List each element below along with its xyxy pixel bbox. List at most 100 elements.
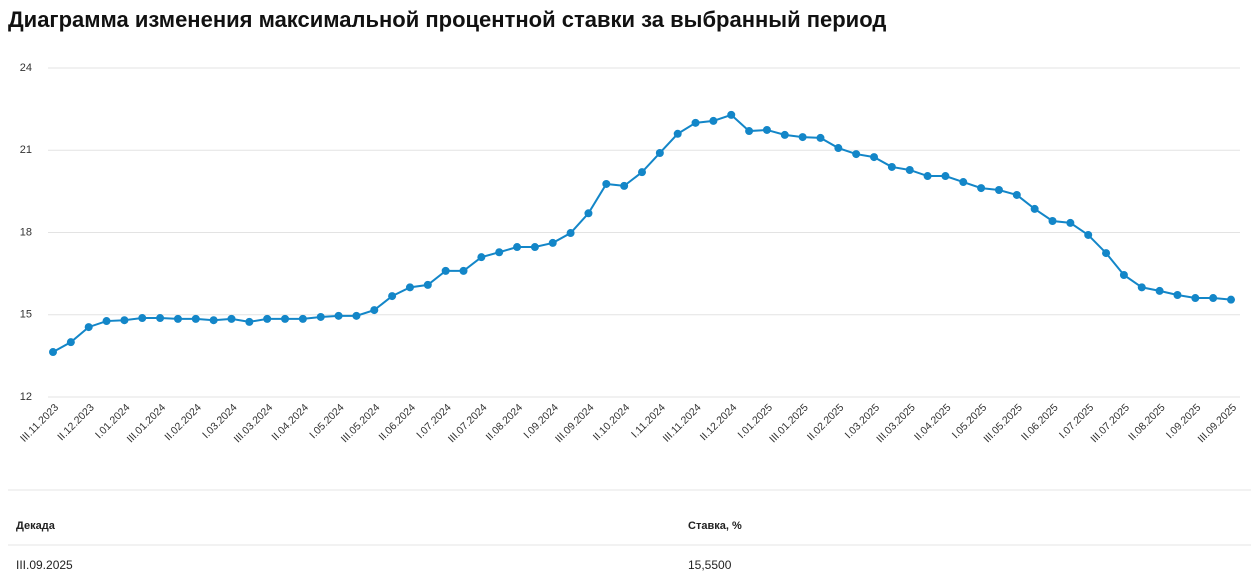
x-tick-label: III.07.2025 [1088,401,1132,445]
point [495,248,504,257]
point [1191,294,1200,303]
y-tick-label: 15 [20,309,32,321]
point [1119,270,1128,279]
point [887,162,896,171]
point [84,323,93,332]
point [673,129,682,138]
point [566,229,575,238]
x-tick-label: II.02.2024 [162,401,204,443]
point [1012,190,1021,199]
point [298,314,307,323]
point [352,311,361,320]
point [138,314,147,323]
point [477,253,486,262]
point [959,178,968,187]
point [281,314,290,323]
point [334,311,343,320]
table-cell: 15,5500 [688,558,732,572]
point [1030,204,1039,213]
point [120,316,129,325]
point [762,125,771,134]
point [691,118,700,127]
point [1048,216,1057,225]
point [780,130,789,139]
point [834,144,843,153]
x-tick-label: III.07.2024 [446,401,490,445]
point [941,172,950,181]
y-tick-label: 12 [20,391,32,403]
point [1155,286,1164,295]
y-tick-label: 18 [20,226,32,238]
x-tick-label: II.04.2025 [912,401,954,443]
point [227,314,236,323]
point [263,314,272,323]
chart-title: Диаграмма изменения максимальной процент… [8,7,886,32]
point [459,266,468,275]
point [66,338,75,347]
point [1066,218,1075,227]
x-tick-label: III.11.2024 [661,401,704,444]
x-tick-label: III.11.2023 [18,401,61,444]
point [173,314,182,323]
point [638,168,646,177]
x-tick-label: III.03.2025 [874,401,918,445]
point [977,184,986,193]
point [602,179,611,188]
point [655,148,664,157]
x-tick-label: III.05.2025 [981,401,1025,445]
point [1227,295,1235,304]
x-tick-label: II.06.2025 [1019,401,1061,443]
point [191,314,200,323]
x-tick-label: III.09.2025 [1196,401,1240,445]
table-header: Ставка, % [688,520,742,532]
point [852,150,861,159]
x-tick-label: III.03.2024 [232,401,276,445]
table-cell: III.09.2025 [16,558,73,572]
x-tick-label: III.01.2024 [125,401,169,445]
point [584,209,593,218]
x-tick-label: II.08.2024 [484,401,526,443]
point [245,317,254,326]
x-tick-label: II.02.2025 [805,401,847,443]
x-tick-label: II.08.2025 [1126,401,1168,443]
point [370,306,379,315]
point [905,165,914,174]
point [513,243,522,252]
point [156,314,165,323]
point [530,243,539,252]
point [49,348,57,357]
point [1084,230,1093,239]
point [405,283,414,292]
point [388,292,397,301]
point [316,312,325,321]
point [994,186,1003,195]
point [1102,249,1111,258]
point [441,266,450,275]
y-tick-label: 24 [20,62,32,74]
x-tick-label: III.05.2024 [339,401,383,445]
point [102,317,111,326]
x-tick-label: II.10.2024 [591,401,633,443]
point [727,110,736,119]
point [620,181,629,190]
point [1137,283,1146,292]
y-tick-label: 21 [20,144,32,156]
point [548,238,557,247]
x-tick-label: III.09.2024 [553,401,597,445]
point [423,280,432,289]
x-tick-label: II.06.2024 [377,401,419,443]
table-header: Декада [16,520,56,532]
point [745,127,754,136]
x-tick-label: II.04.2024 [269,401,311,443]
point [709,116,718,125]
point [870,153,879,162]
point [1173,291,1182,300]
x-tick-label: III.01.2025 [767,401,811,445]
point [798,133,807,142]
x-tick-label: II.12.2024 [698,401,740,443]
point [816,133,825,142]
x-tick-label: II.12.2023 [55,401,97,443]
point [923,172,932,181]
point [209,316,218,325]
